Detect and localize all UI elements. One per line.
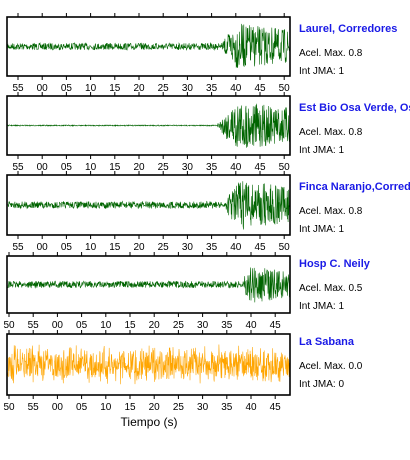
panel-frame (6, 174, 291, 236)
waveform-trace (6, 267, 291, 303)
tick-label: 30 (182, 162, 194, 173)
waveform-trace (6, 181, 291, 230)
station-name: Laurel, Corredores (299, 23, 398, 35)
waveform-trace (6, 344, 291, 385)
tick-label: 10 (85, 162, 97, 173)
tick-label: 45 (254, 83, 266, 94)
tick-label: 05 (76, 320, 88, 331)
tick-label: 20 (133, 162, 145, 173)
tick-label: 35 (206, 242, 218, 253)
panel-frame (6, 255, 291, 314)
tick-label: 50 (279, 242, 291, 253)
tick-label: 40 (230, 242, 242, 253)
tick-label: 25 (173, 320, 185, 331)
panel-frame (6, 95, 291, 156)
tick-label: 15 (109, 162, 121, 173)
waveform-trace (6, 23, 291, 69)
station-name: Finca Naranjo,Corredores (299, 181, 410, 193)
tick-label: 00 (52, 320, 64, 331)
tick-label: 30 (182, 242, 194, 253)
jma-intensity-label: Int JMA: 1 (299, 224, 345, 235)
tick-label: 50 (3, 320, 15, 331)
tick-label: 45 (270, 402, 282, 413)
tick-label: 10 (85, 242, 97, 253)
tick-label: 25 (158, 242, 170, 253)
panel-info-4: Hosp C. Neily Acel. Max. 0.5 Int JMA: 1 (299, 258, 410, 313)
tick-label: 05 (61, 242, 73, 253)
tick-label: 05 (61, 83, 73, 94)
tick-label: 45 (254, 162, 266, 173)
tick-label: 15 (109, 83, 121, 94)
tick-label: 15 (124, 402, 136, 413)
tick-label: 40 (230, 83, 242, 94)
tick-label: 35 (221, 402, 233, 413)
tick-label: 35 (206, 162, 218, 173)
jma-intensity-label: Int JMA: 1 (299, 145, 345, 156)
tick-label: 30 (197, 320, 209, 331)
tick-label: 35 (221, 320, 233, 331)
tick-label: 20 (133, 242, 145, 253)
max-acceleration-label: Acel. Max. 0.8 (299, 48, 363, 59)
tick-label: 35 (206, 83, 218, 94)
tick-label: 25 (158, 162, 170, 173)
jma-intensity-label: Int JMA: 1 (299, 66, 345, 77)
tick-label: 45 (254, 242, 266, 253)
tick-label: 00 (37, 162, 49, 173)
tick-label: 50 (279, 83, 291, 94)
max-acceleration-label: Acel. Max. 0.8 (299, 127, 363, 138)
max-acceleration-label: Acel. Max. 0.0 (299, 361, 363, 372)
tick-label: 05 (76, 402, 88, 413)
tick-label: 20 (149, 402, 161, 413)
panel-info-2: Est Bio Osa Verde, Osa Acel. Max. 0.8 In… (299, 102, 410, 157)
tick-label: 15 (109, 242, 121, 253)
tick-label: 45 (270, 320, 282, 331)
tick-label: 00 (37, 83, 49, 94)
jma-intensity-label: Int JMA: 0 (299, 379, 345, 390)
tick-label: 00 (52, 402, 64, 413)
tick-label: 30 (182, 83, 194, 94)
panel-info-5: La Sabana Acel. Max. 0.0 Int JMA: 0 (299, 336, 410, 391)
tick-label: 55 (28, 320, 40, 331)
max-acceleration-label: Acel. Max. 0.5 (299, 283, 363, 294)
tick-label: 00 (37, 242, 49, 253)
station-name: Est Bio Osa Verde, Osa (299, 102, 410, 114)
tick-label: 40 (245, 402, 257, 413)
tick-label: 55 (12, 162, 24, 173)
panel-frame (6, 333, 291, 396)
station-name: La Sabana (299, 336, 355, 348)
panel-info-1: Laurel, Corredores Acel. Max. 0.8 Int JM… (299, 23, 410, 78)
tick-label: 10 (100, 402, 112, 413)
tick-label: 10 (85, 83, 97, 94)
tick-label: 55 (28, 402, 40, 413)
tick-label: 10 (100, 320, 112, 331)
panel-frame (6, 16, 291, 77)
tick-label: 40 (230, 162, 242, 173)
tick-label: 55 (12, 242, 24, 253)
tick-label: 15 (124, 320, 136, 331)
tick-label: 40 (245, 320, 257, 331)
waveform-trace (6, 103, 291, 148)
jma-intensity-label: Int JMA: 1 (299, 301, 345, 312)
max-acceleration-label: Acel. Max. 0.8 (299, 206, 363, 217)
tick-label: 05 (61, 162, 73, 173)
tick-label: 25 (173, 402, 185, 413)
tick-label: 55 (12, 83, 24, 94)
tick-label: 50 (3, 402, 15, 413)
station-name: Hosp C. Neily (299, 258, 370, 270)
tick-label: 20 (133, 83, 145, 94)
tick-label: 30 (197, 402, 209, 413)
tick-label: 20 (149, 320, 161, 331)
tick-label: 50 (279, 162, 291, 173)
x-axis-label: Tiempo (s) (120, 415, 178, 429)
tick-label: 25 (158, 83, 170, 94)
panel-info-3: Finca Naranjo,Corredores Acel. Max. 0.8 … (299, 181, 410, 236)
